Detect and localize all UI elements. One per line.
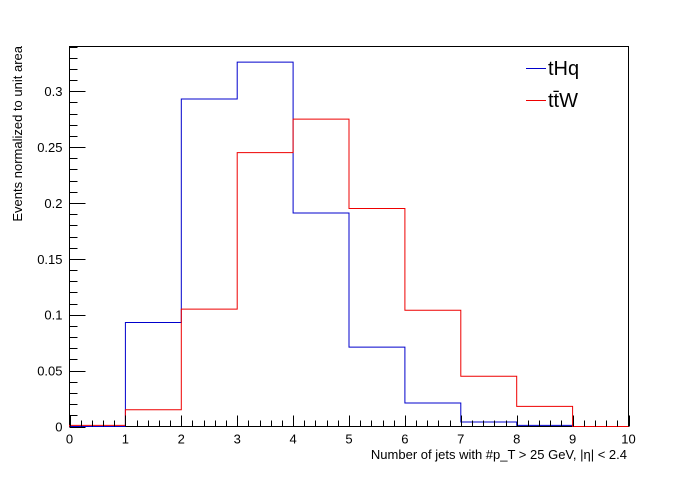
- axis-ticks: [69, 47, 630, 428]
- x-tick-label: 10: [621, 432, 635, 447]
- x-tick-label: 0: [66, 432, 73, 447]
- y-tick-label: 0.3: [44, 84, 62, 99]
- legend-label-2: tt̄W: [548, 90, 578, 112]
- x-tick-label: 4: [289, 432, 296, 447]
- y-tick-label: 0.05: [37, 364, 62, 379]
- series-layer: [69, 61, 629, 427]
- x-tick-label: 3: [234, 432, 241, 447]
- x-tick-label: 2: [178, 432, 185, 447]
- tick-labels: 0 1 2 3 4 5 6 7 8 9 10 0 0.05 0.1 0.15 0.2 0.25 0.3: [37, 84, 636, 446]
- y-tick-label: 0.1: [44, 308, 62, 323]
- series-line-2: [69, 118, 629, 427]
- y-tick-label: 0.25: [37, 140, 62, 155]
- legend: tHq tt̄W: [526, 58, 579, 112]
- x-tick-label: 8: [513, 432, 520, 447]
- y-tick-label: 0: [55, 420, 62, 435]
- x-tick-label: 9: [569, 432, 576, 447]
- legend-label-1: tHq: [548, 58, 579, 80]
- x-tick-label: 6: [401, 432, 408, 447]
- x-tick-label: 7: [457, 432, 464, 447]
- x-tick-label: 5: [345, 432, 352, 447]
- y-tick-label: 0.15: [37, 252, 62, 267]
- x-axis-title: Number of jets with #p_T > 25 GeV, |η| <…: [371, 447, 627, 462]
- series-line-1: [69, 61, 629, 427]
- y-axis-title: Events normalized to unit area: [10, 45, 25, 221]
- y-tick-label: 0.2: [44, 196, 62, 211]
- x-tick-label: 1: [122, 432, 129, 447]
